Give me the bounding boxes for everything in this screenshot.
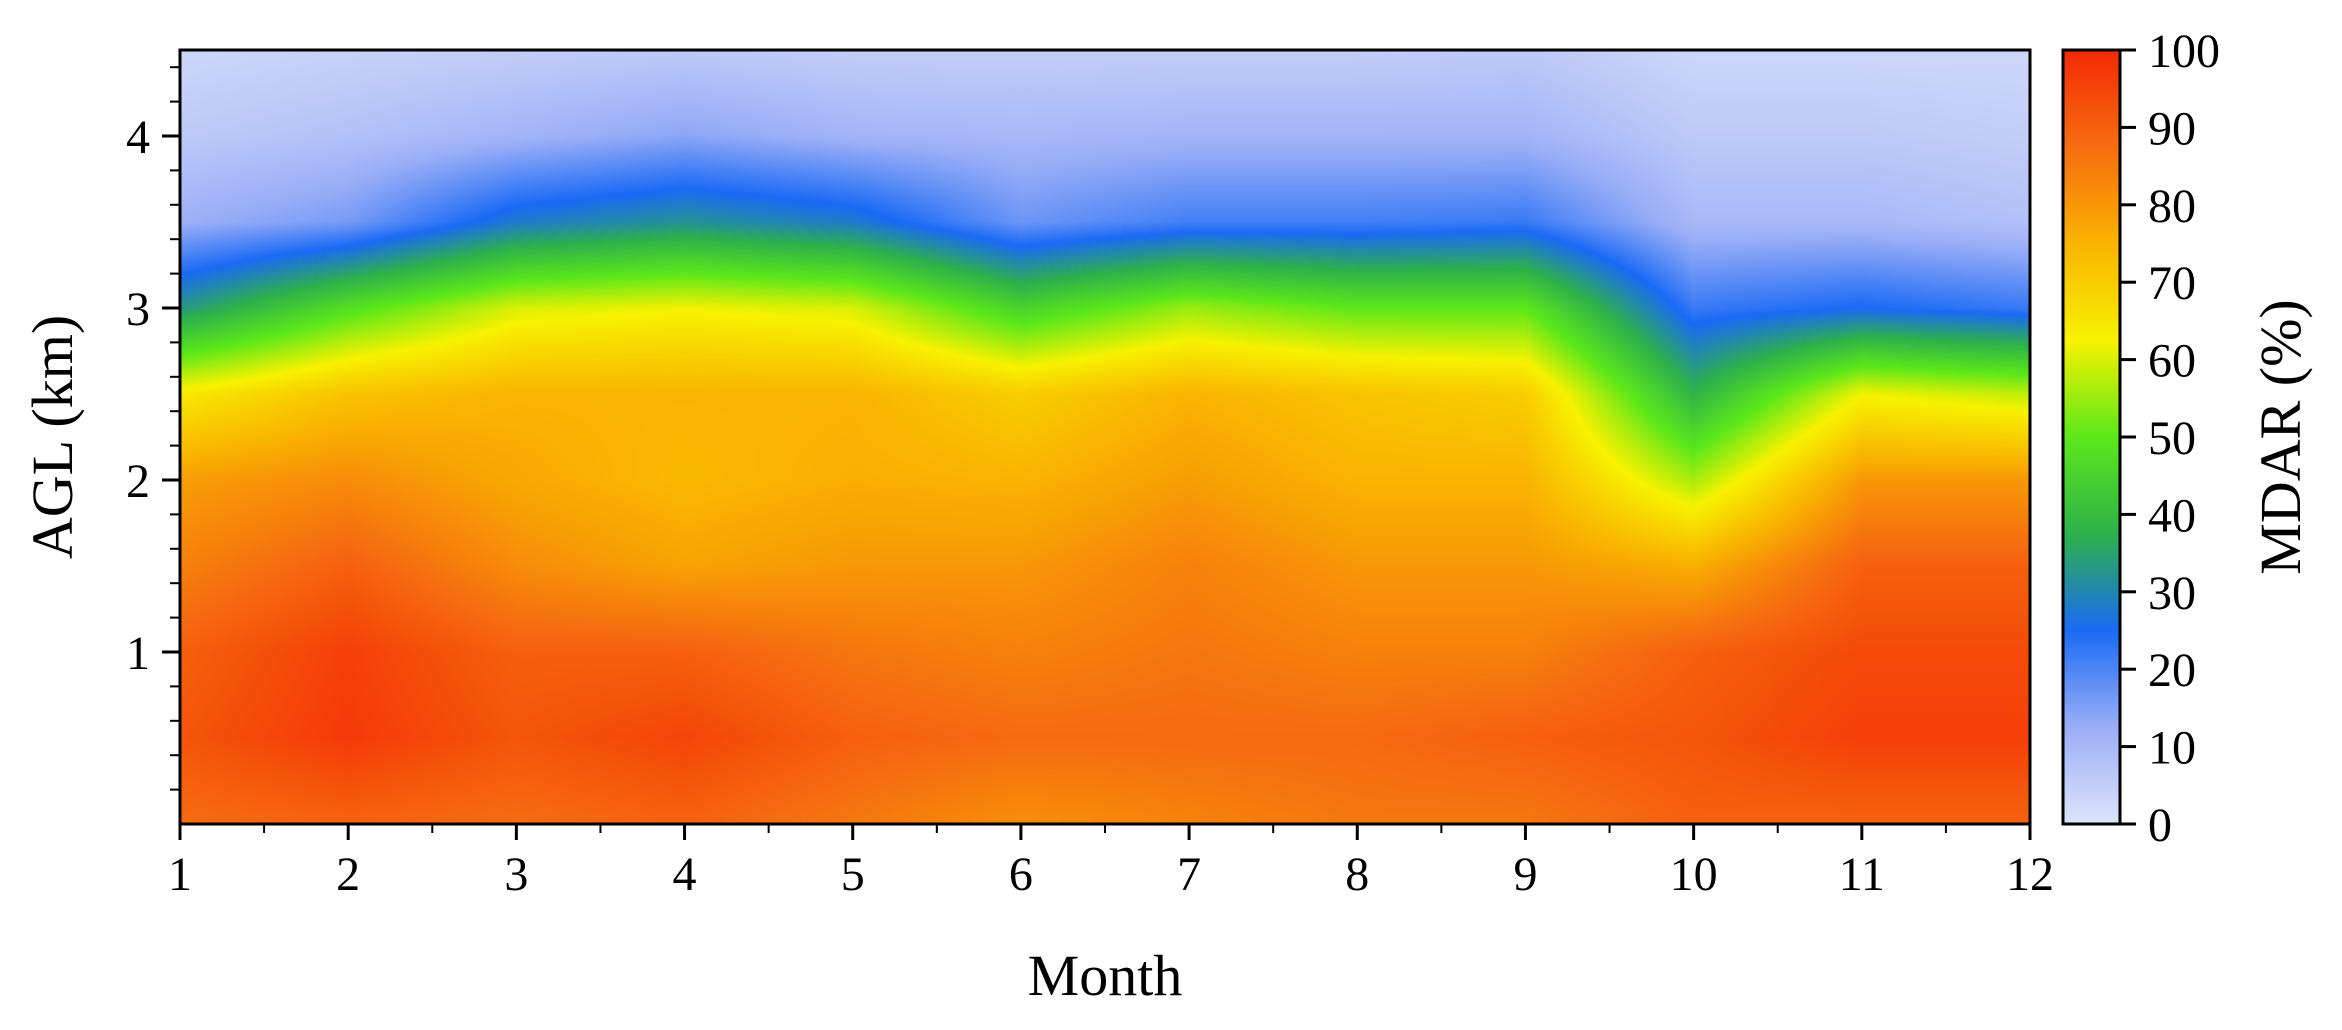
x-tick-label: 7	[1177, 848, 1201, 901]
y-tick-label: 1	[126, 627, 150, 680]
colorbar-ticks: 0 10 20 30 40 50 60 70 80 90 100	[2120, 25, 2220, 852]
heatmap-plot-area	[180, 50, 2030, 824]
x-tick-label: 6	[1009, 848, 1033, 901]
y-tick-label: 3	[126, 283, 150, 336]
x-axis-label: Month	[1028, 943, 1183, 1008]
x-tick-label: 5	[841, 848, 865, 901]
colorbar-frame	[2061, 48, 2122, 826]
x-tick-label: 9	[1513, 848, 1537, 901]
x-axis-ticks: 1 2 3 4 5 6 7 8 9 10 11 12	[168, 824, 2054, 901]
colorbar-tick-label: 60	[2148, 335, 2196, 388]
colorbar-tick-label: 80	[2148, 180, 2196, 233]
x-tick-label: 10	[1670, 848, 1718, 901]
y-tick-label: 4	[126, 111, 150, 164]
x-tick-label: 3	[504, 848, 528, 901]
colorbar-tick-label: 30	[2148, 567, 2196, 620]
colorbar-tick-label: 90	[2148, 102, 2196, 155]
colorbar-label: MDAR (%)	[2248, 299, 2313, 574]
plot-frame	[178, 48, 2032, 826]
x-tick-label: 4	[673, 848, 697, 901]
y-tick-label: 2	[126, 455, 150, 508]
x-tick-label: 11	[1839, 848, 1885, 901]
colorbar-tick-label: 0	[2148, 799, 2172, 852]
y-axis-label: AGL (km)	[20, 315, 85, 559]
colorbar-tick-label: 50	[2148, 412, 2196, 465]
x-tick-label: 8	[1345, 848, 1369, 901]
y-axis-ticks: 1 2 3 4	[126, 66, 180, 791]
colorbar-tick-label: 40	[2148, 489, 2196, 542]
x-tick-label: 1	[168, 848, 192, 901]
colorbar-tick-label: 20	[2148, 644, 2196, 697]
colorbar-tick-label: 70	[2148, 257, 2196, 310]
x-tick-label: 2	[336, 848, 360, 901]
colorbar-gradient	[2063, 50, 2120, 824]
colorbar-tick-label: 10	[2148, 722, 2196, 775]
colorbar-tick-label: 100	[2148, 25, 2220, 78]
x-tick-label: 12	[2006, 848, 2054, 901]
